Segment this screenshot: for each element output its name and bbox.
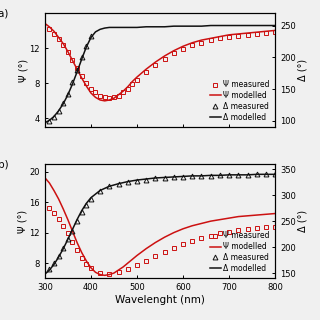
Text: (b): (b): [0, 159, 9, 169]
Y-axis label: Δ (°): Δ (°): [297, 210, 307, 232]
Y-axis label: Ψ (°): Ψ (°): [18, 59, 28, 82]
X-axis label: Wavelenght (nm): Wavelenght (nm): [115, 295, 205, 305]
Legend: Ψ measured, Ψ modelled, Δ measured, Δ modelled: Ψ measured, Ψ modelled, Δ measured, Δ mo…: [208, 230, 271, 275]
Y-axis label: Ψ (°): Ψ (°): [18, 210, 28, 233]
Legend: Ψ measured, Ψ modelled, Δ measured, Δ modelled: Ψ measured, Ψ modelled, Δ measured, Δ mo…: [208, 79, 271, 124]
Text: (a): (a): [0, 8, 9, 18]
Y-axis label: Δ (°): Δ (°): [297, 59, 307, 81]
